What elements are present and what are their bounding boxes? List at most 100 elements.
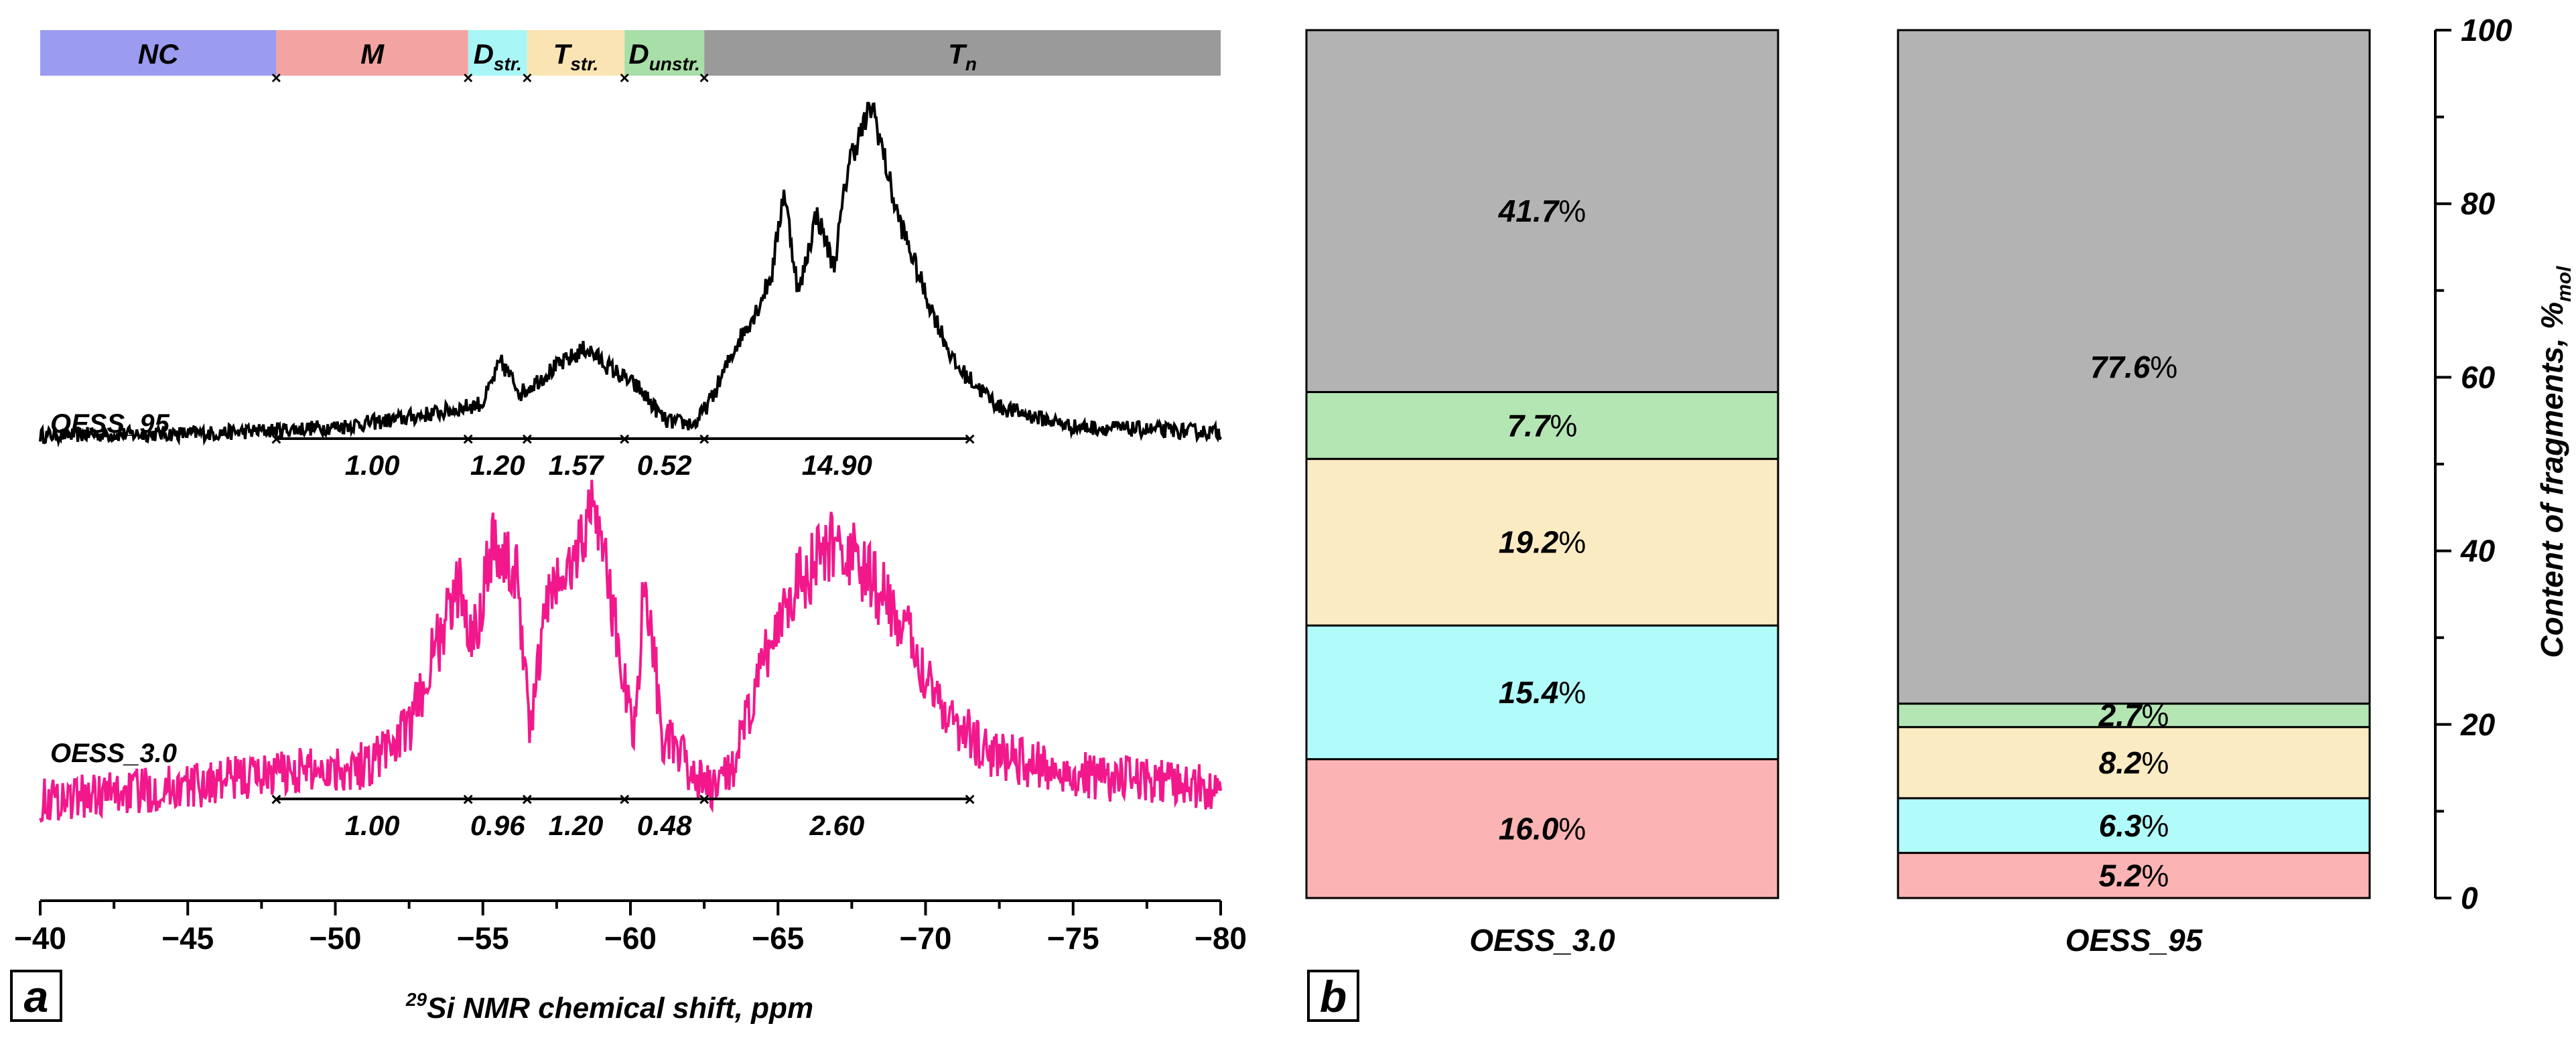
- spectrum-oess-3-0: [39, 479, 1222, 823]
- x-axis-title: 29Si NMR chemical shift, ppm: [405, 989, 813, 1025]
- region-dstr: [468, 30, 527, 76]
- region-boundary-marker: ×: [271, 68, 281, 88]
- bar-value-label-t-str-oess-95: 8.2%: [2099, 745, 2169, 780]
- integral-value-oess-95: 1.57: [549, 449, 604, 481]
- integration-bound-marker: ×: [522, 789, 533, 810]
- bar-value-label-t-n-oess-95: 77.6%: [2090, 350, 2177, 384]
- y-axis-tick-label: 80: [2461, 186, 2496, 221]
- y-axis-tick-label: 100: [2461, 13, 2512, 48]
- bar-segment-d-unstr-oess-3-0: [1305, 390, 1779, 460]
- bar-value-percent: %: [2142, 808, 2169, 843]
- x-axis-title-superscript: 29: [405, 989, 427, 1010]
- region-boundary-marker: ×: [463, 68, 473, 88]
- bar-value-number: 8.2: [2099, 745, 2142, 780]
- integration-ranges: × × × × × × 1.00 1.20 1.57 0.52 14.90 × × × × × × 1.00 0.9…: [271, 429, 975, 841]
- x-axis-tick-label: −50: [309, 921, 361, 956]
- x-axis-tick-label: −65: [752, 921, 804, 956]
- integration-bound-marker: ×: [522, 429, 533, 449]
- bar-value-percent: %: [1558, 525, 1586, 560]
- y-axis-title-subscript: mol: [2553, 266, 2575, 302]
- integral-value-oess-3-0: 0.48: [637, 810, 692, 841]
- region-boundary-marker: ×: [699, 68, 709, 88]
- stacked-bars: 16.0%15.4%19.2%7.7%41.7%5.2%6.3%8.2%2.7%…: [1305, 29, 2371, 899]
- region-label-tstr: Tstr.: [553, 38, 599, 74]
- panel-b-stacked-bars: 16.0%15.4%19.2%7.7%41.7%5.2%6.3%8.2%2.7%…: [1305, 13, 2575, 1022]
- y-axis-tick-label: 20: [2460, 707, 2496, 742]
- integral-value-oess-95: 1.20: [470, 449, 525, 481]
- region-nc: [40, 30, 277, 76]
- region-label-sub: str.: [570, 54, 598, 74]
- bar-value-label-m-oess-95: 5.2%: [2099, 858, 2169, 893]
- bar-value-label-d-str-oess-3-0: 15.4%: [1499, 675, 1586, 710]
- series-label-oess-95: OESS_95: [50, 409, 170, 439]
- region-label-main: D: [628, 38, 649, 70]
- chemical-shift-region-bar: NC M Dstr. Tstr. Dunstr. Tn× × × × ×: [40, 30, 1221, 88]
- y-axis-title: Content of fragments, %mol: [2534, 266, 2575, 658]
- bar-segment-t-n-oess-95: [1897, 29, 2371, 705]
- x-axis-tick-label: −60: [604, 921, 657, 956]
- integration-bound-marker: ×: [964, 429, 975, 449]
- region-label-sub: n: [965, 54, 977, 74]
- bar-segment-m-oess-95: [1897, 852, 2371, 899]
- integral-value-oess-95: 14.90: [802, 449, 872, 481]
- panel-a-label: a: [24, 972, 49, 1021]
- bar-segment-d-str-oess-3-0: [1305, 624, 1779, 761]
- category-label-oess-95: OESS_95: [2065, 923, 2204, 958]
- region-label-tn: Tn: [948, 38, 977, 74]
- region-dunstr: [624, 30, 705, 76]
- integration-bound-marker: ×: [699, 429, 709, 449]
- integral-value-oess-95: 0.52: [637, 449, 692, 481]
- region-tstr: [527, 30, 625, 76]
- region-label-main: D: [474, 38, 494, 70]
- bar-value-number: 41.7: [1498, 194, 1560, 228]
- region-label-dunstr: Dunstr.: [628, 38, 700, 74]
- panel-b-label: b: [1320, 972, 1347, 1021]
- region-label-m: M: [360, 38, 385, 70]
- spectrum-oess-95: [39, 102, 1222, 448]
- integration-bound-marker: ×: [463, 789, 474, 810]
- bar-value-label-d-str-oess-95: 6.3%: [2099, 808, 2169, 843]
- region-label-main: NC: [138, 38, 179, 70]
- integration-bound-marker: ×: [964, 789, 975, 810]
- integral-value-oess-3-0: 1.00: [345, 810, 400, 841]
- bar-segment-m-oess-3-0: [1305, 758, 1779, 899]
- x-axis-tick-label: −40: [14, 921, 66, 956]
- bar-value-label-t-str-oess-3-0: 19.2%: [1499, 525, 1586, 560]
- bar-value-number: 19.2: [1499, 525, 1559, 560]
- bar-value-percent: %: [1558, 675, 1586, 710]
- integration-bound-marker: ×: [699, 789, 709, 810]
- region-tn: [704, 30, 1221, 76]
- integration-bound-marker: ×: [619, 429, 630, 449]
- y-axis-tick-label: 0: [2461, 881, 2478, 915]
- region-label-sub: unstr.: [649, 54, 700, 74]
- integration-bound-marker: ×: [271, 429, 281, 449]
- integral-value-oess-95: 1.00: [345, 449, 400, 481]
- region-label-sub: str.: [494, 54, 522, 74]
- bar-value-label-m-oess-3-0: 16.0%: [1499, 811, 1586, 846]
- bar-segment-d-unstr-oess-95: [1897, 702, 2371, 729]
- region-boundary-marker: ×: [620, 68, 630, 88]
- bar-value-label-t-n-oess-3-0: 41.7%: [1498, 194, 1586, 228]
- x-axis-tick-label: −45: [161, 921, 214, 956]
- region-boundary-marker: ×: [522, 68, 532, 88]
- region-label-main: T: [948, 38, 967, 70]
- panel-b-label-box: [1307, 970, 1359, 1022]
- integration-bound-marker: ×: [271, 789, 281, 810]
- region-label-nc: NC: [138, 38, 179, 70]
- region-label-dstr: Dstr.: [474, 38, 522, 74]
- region-label-main: T: [553, 38, 573, 70]
- bar-segment-t-str-oess-95: [1897, 726, 2371, 800]
- y-axis-tick-label: 60: [2461, 360, 2496, 394]
- bar-value-number: 7.7: [1507, 408, 1552, 443]
- x-axis-tick-label: −70: [899, 921, 951, 956]
- category-label-oess-3-0: OESS_3.0: [1469, 923, 1615, 958]
- series-label-oess-3-0: OESS_3.0: [50, 739, 177, 768]
- x-axis-tick-label: −75: [1047, 921, 1099, 956]
- nmr-spectra: [39, 102, 1222, 823]
- x-axis-title-main: Si NMR chemical shift, ppm: [427, 992, 813, 1025]
- bar-value-number: 6.3: [2099, 808, 2142, 843]
- bar-value-percent: %: [2142, 858, 2169, 893]
- bar-value-number: 77.6: [2090, 350, 2151, 384]
- bar-segment-t-str-oess-3-0: [1305, 457, 1779, 627]
